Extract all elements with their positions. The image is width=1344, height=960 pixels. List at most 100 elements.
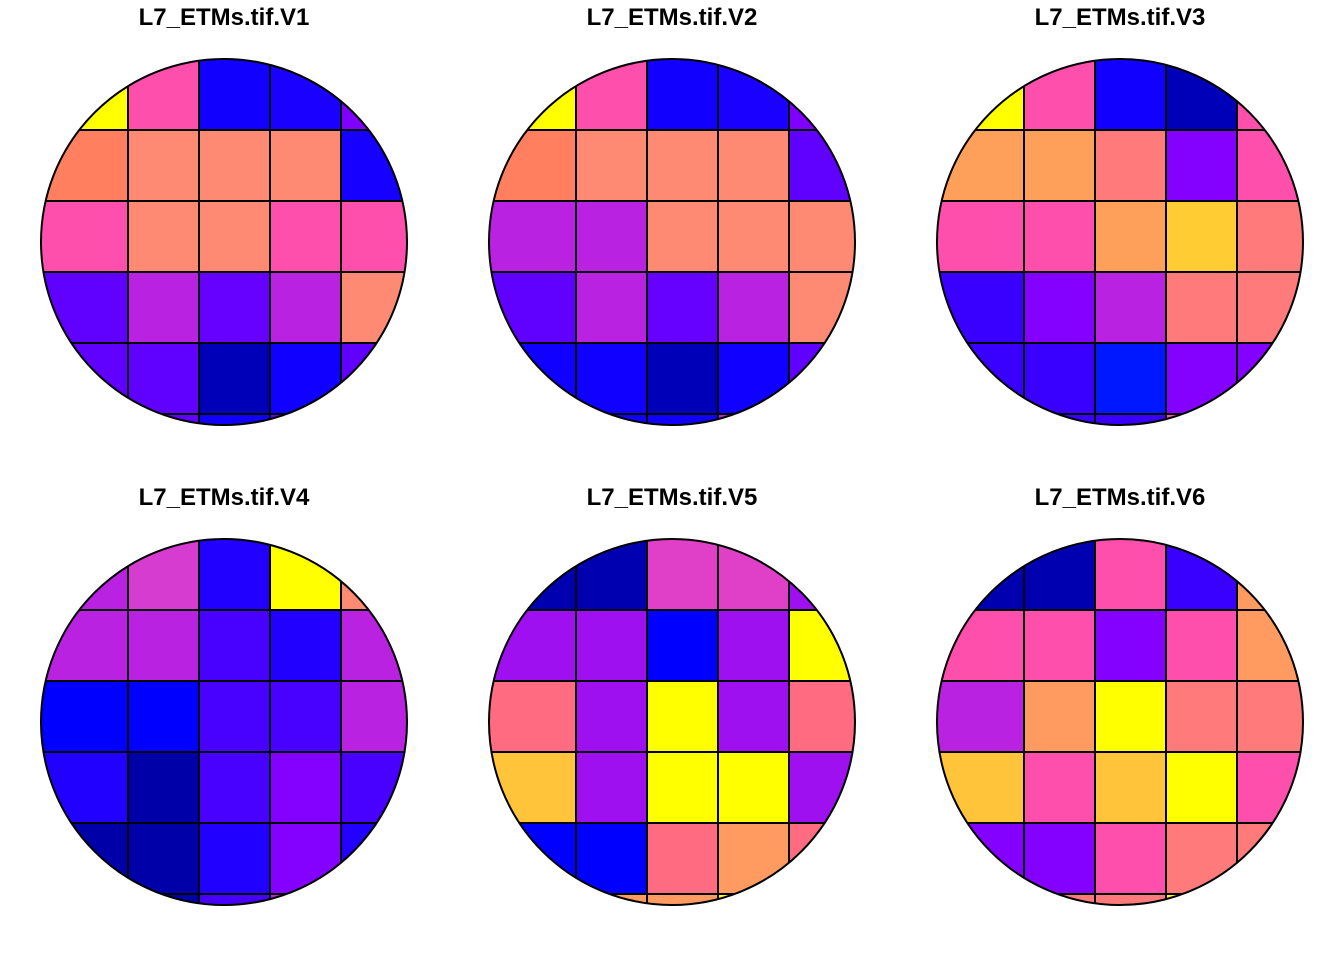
raster-cell (1094, 822, 1167, 895)
raster-cell (41, 751, 129, 824)
raster-cell (127, 609, 200, 682)
raster-cell (788, 59, 855, 131)
raster-cell (269, 822, 342, 895)
raster-cell (1094, 751, 1167, 824)
raster-cell (340, 822, 407, 895)
raster-cell (1236, 751, 1303, 824)
raster-cell (1308, 201, 1344, 272)
raster-cell (860, 343, 931, 414)
raster-cell (646, 59, 719, 131)
raster-cell (489, 680, 577, 753)
raster-cell (937, 271, 1025, 344)
raster-cell (860, 894, 931, 960)
raster-cell (127, 893, 200, 905)
raster-cell (1236, 680, 1303, 753)
raster-cell (937, 59, 1025, 131)
raster-cell (198, 893, 271, 905)
raster-cell (1236, 893, 1303, 905)
panel-title: L7_ETMs.tif.V3 (1035, 4, 1206, 31)
raster-cell (41, 893, 129, 905)
raster-cell (1023, 609, 1096, 682)
boundary-circle (488, 538, 856, 906)
raster-cell (1165, 200, 1238, 273)
boundary-circle (936, 538, 1304, 906)
raster-cell (860, 752, 931, 823)
raster-cell (198, 413, 271, 425)
raster-cell (1236, 59, 1303, 131)
raster-cell (937, 413, 1025, 425)
raster-cell (1023, 893, 1096, 905)
raster-cell (1094, 59, 1167, 131)
raster-cell (269, 680, 342, 753)
raster-cell (1308, 343, 1344, 414)
raster-cell (412, 610, 483, 681)
raster-cell (269, 609, 342, 682)
raster-cell (717, 609, 790, 682)
raster-cell (1165, 609, 1238, 682)
raster-cell (1165, 342, 1238, 415)
raster-cell (1236, 271, 1303, 344)
raster-cell (937, 822, 1025, 895)
raster-cell (198, 751, 271, 824)
raster-cell (717, 271, 790, 344)
panel-title: L7_ETMs.tif.V1 (139, 4, 310, 31)
raster-cell (127, 200, 200, 273)
raster-cell (340, 59, 407, 131)
raster-cell (127, 342, 200, 415)
raster-cell (269, 893, 342, 905)
raster-cell (269, 200, 342, 273)
raster-cell (575, 822, 648, 895)
raster-cell (717, 680, 790, 753)
raster-cell (41, 271, 129, 344)
raster-cell (860, 272, 931, 343)
raster-cells (937, 59, 1344, 425)
raster-cell (41, 822, 129, 895)
raster-cell (717, 751, 790, 824)
raster-cell (198, 539, 271, 611)
boundary-circle (40, 538, 408, 906)
raster-cell (1023, 200, 1096, 273)
panel-1: L7_ETMs.tif.V1 (40, 4, 483, 426)
panel-3: L7_ETMs.tif.V3 (936, 4, 1344, 426)
raster-cell (489, 822, 577, 895)
raster-cell (575, 129, 648, 202)
raster-cell (646, 751, 719, 824)
raster-cell (1165, 59, 1238, 131)
raster-cell (1236, 200, 1303, 273)
raster-cell (412, 343, 483, 414)
raster-cell (41, 413, 129, 425)
raster-cell (646, 200, 719, 273)
raster-cell (1236, 342, 1303, 415)
raster-cell (717, 893, 790, 905)
raster-cell (41, 539, 129, 611)
raster-cell (860, 414, 931, 485)
raster-cell (489, 342, 577, 415)
raster-cell (1165, 539, 1238, 611)
raster-cell (860, 823, 931, 894)
raster-cell (269, 129, 342, 202)
raster-cell (1236, 822, 1303, 895)
raster-cell (1165, 822, 1238, 895)
raster-cell (575, 893, 648, 905)
raster-cell (340, 271, 407, 344)
raster-cell (717, 822, 790, 895)
raster-cell (1165, 680, 1238, 753)
raster-cell (717, 200, 790, 273)
raster-cell (1094, 680, 1167, 753)
raster-cell (575, 271, 648, 344)
raster-cell (937, 200, 1025, 273)
raster-cell (269, 413, 342, 425)
raster-cell (575, 680, 648, 753)
raster-cell (860, 59, 931, 130)
raster-cell (1308, 130, 1344, 201)
raster-cell (860, 130, 931, 201)
raster-cell (127, 129, 200, 202)
raster-cell (198, 342, 271, 415)
raster-cell (412, 681, 483, 752)
raster-cell (575, 342, 648, 415)
raster-cell (412, 59, 483, 130)
raster-cell (1094, 893, 1167, 905)
raster-cell (412, 752, 483, 823)
raster-cell (860, 201, 931, 272)
